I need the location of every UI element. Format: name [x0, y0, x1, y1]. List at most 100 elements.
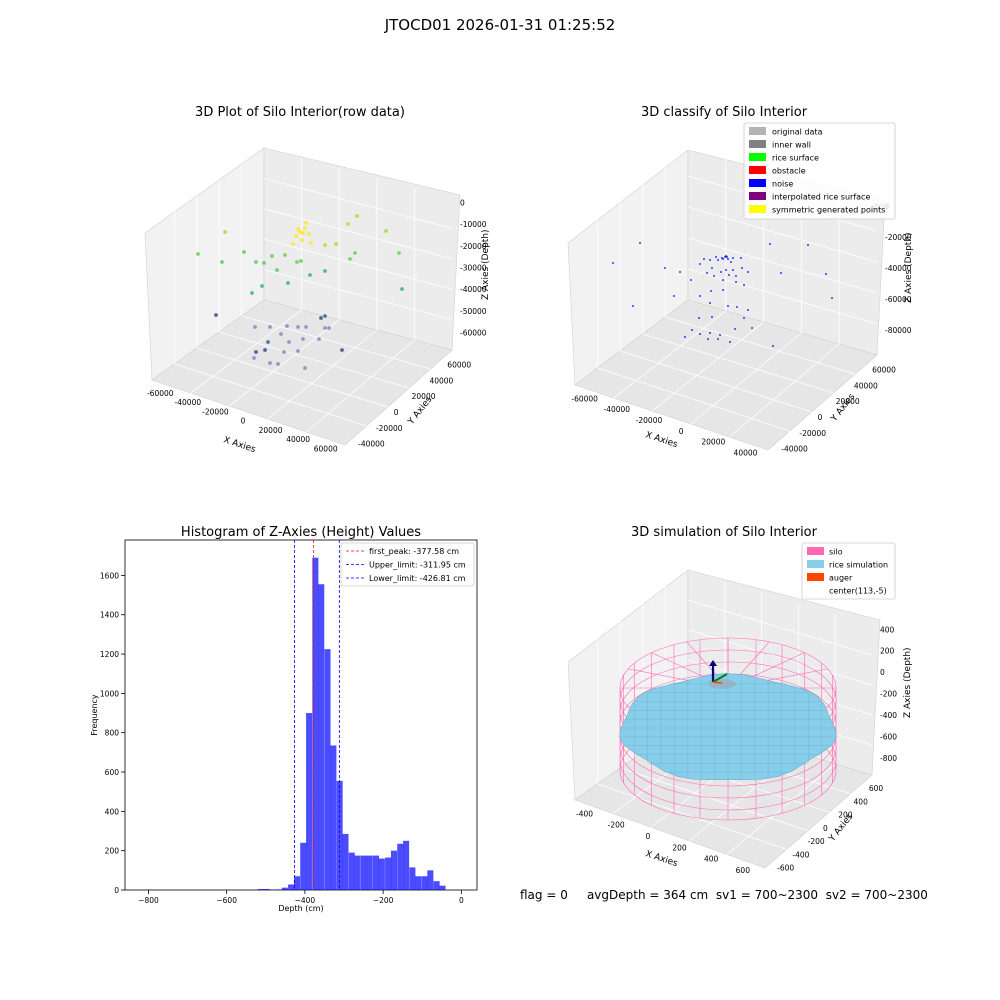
grid-line	[726, 763, 836, 855]
histogram-bar	[439, 885, 446, 890]
raw-data-panel: 3D Plot of Silo Interior(row data) -6000…	[144, 105, 491, 455]
y-tick-label: 600	[105, 768, 120, 777]
noise-point	[719, 334, 721, 336]
data-point	[282, 350, 286, 354]
y-tick-label: 0	[114, 886, 119, 895]
data-point	[323, 314, 327, 318]
data-point	[287, 340, 291, 344]
grid-line	[687, 268, 878, 325]
data-point	[400, 287, 404, 291]
grid-line	[174, 363, 367, 427]
x-tick-label: −600	[216, 896, 237, 905]
classify-panel: 3D classify of Silo Interior -60000 -4000…	[567, 105, 914, 457]
grid-line	[687, 237, 878, 294]
x-tick-label: -60000	[571, 394, 598, 403]
data-point	[309, 241, 313, 245]
noise-point	[736, 306, 738, 308]
noise-point	[710, 290, 712, 292]
y-tick-label: -40000	[358, 440, 385, 449]
histogram-bar	[263, 889, 270, 890]
data-point	[263, 348, 267, 352]
data-point	[262, 261, 266, 265]
data-point	[298, 230, 302, 234]
grid-line	[613, 310, 727, 399]
data-point	[250, 291, 254, 295]
noise-point	[699, 295, 701, 297]
x-tick-label: 200	[672, 843, 687, 852]
legend-label: inner wall	[772, 141, 811, 150]
histogram-bar	[372, 855, 380, 890]
y-tick-label: -20000	[376, 424, 403, 433]
histogram-bar	[306, 713, 313, 890]
z-tick-label: -60000	[460, 329, 487, 338]
noise-point	[632, 305, 634, 307]
legend-label: rice simulation	[829, 561, 888, 570]
data-point	[268, 325, 272, 329]
y-tick-label: 20000	[836, 397, 860, 406]
histogram-bar	[397, 843, 404, 890]
x-tick-label: 40000	[286, 435, 310, 444]
data-point	[254, 350, 258, 354]
grid-line	[228, 319, 340, 407]
legend-label: first_peak: -377.58 cm	[369, 547, 459, 556]
legend-label: Lower_limit: -426.81 cm	[369, 574, 466, 583]
y-tick-label: 40000	[854, 381, 878, 390]
noise-point	[709, 302, 711, 304]
grid-line	[687, 629, 873, 686]
figure-title: JTOCD01 2026-01-31 01:25:52	[384, 16, 616, 34]
histogram-bar	[433, 881, 440, 890]
histogram-legend: first_peak: -377.58 cm Upper_limit: -311.…	[340, 542, 475, 587]
noise-point	[709, 259, 711, 261]
data-point	[353, 251, 357, 255]
noise-point	[717, 259, 719, 261]
y-tick-label: 1000	[100, 689, 119, 698]
data-point	[334, 242, 338, 246]
y-tick-label: 0	[818, 413, 823, 422]
grid-line	[690, 332, 802, 425]
data-point	[286, 281, 290, 285]
z-tick-label: -400	[880, 711, 897, 720]
noise-point	[722, 258, 724, 260]
noise-point	[690, 279, 692, 281]
y-tick-label: -20000	[799, 429, 826, 438]
legend-swatch	[749, 205, 766, 213]
grid-line	[597, 367, 790, 432]
data-point	[296, 227, 300, 231]
histogram-panel: Histogram of Z-Axies (Height) Values −80…	[90, 525, 478, 913]
y-tick-label: 1600	[100, 571, 119, 580]
legend-frame	[340, 542, 475, 587]
auger-x-arrow	[712, 681, 723, 684]
data-point	[317, 337, 321, 341]
noise-point	[732, 257, 734, 259]
noise-point	[673, 295, 675, 297]
data-point	[275, 268, 279, 272]
noise-point	[684, 336, 686, 338]
simulation-zlabel: Z Axies (Depth)	[903, 647, 913, 718]
y-tick-label: 0	[823, 824, 828, 833]
data-point	[266, 340, 270, 344]
x-tick-label: 0	[679, 427, 684, 436]
data-point	[299, 259, 303, 263]
simulation-legend: silo rice simulation auger center(113,-5)	[801, 542, 896, 600]
noise-point	[747, 271, 749, 273]
x-tick-label: 20000	[259, 426, 283, 435]
legend-swatch	[807, 560, 824, 568]
data-point	[296, 325, 300, 329]
y-tick-label: 60000	[872, 366, 896, 375]
data-point	[323, 326, 327, 330]
y-tick-label: -600	[777, 864, 794, 873]
noise-point	[699, 263, 701, 265]
histogram-bar	[366, 855, 373, 890]
grid-line	[687, 599, 873, 656]
data-point	[304, 221, 308, 225]
y-tick-label: 400	[105, 807, 120, 816]
grid-line	[651, 321, 764, 412]
grid-line	[263, 208, 453, 260]
x-tick-label: -200	[608, 821, 625, 830]
y-tick-label: 200	[105, 847, 120, 856]
raw-data-points	[196, 214, 404, 370]
data-point	[252, 356, 256, 360]
z-tick-label: -60000	[885, 295, 912, 304]
y-tick-label: 800	[105, 729, 120, 738]
